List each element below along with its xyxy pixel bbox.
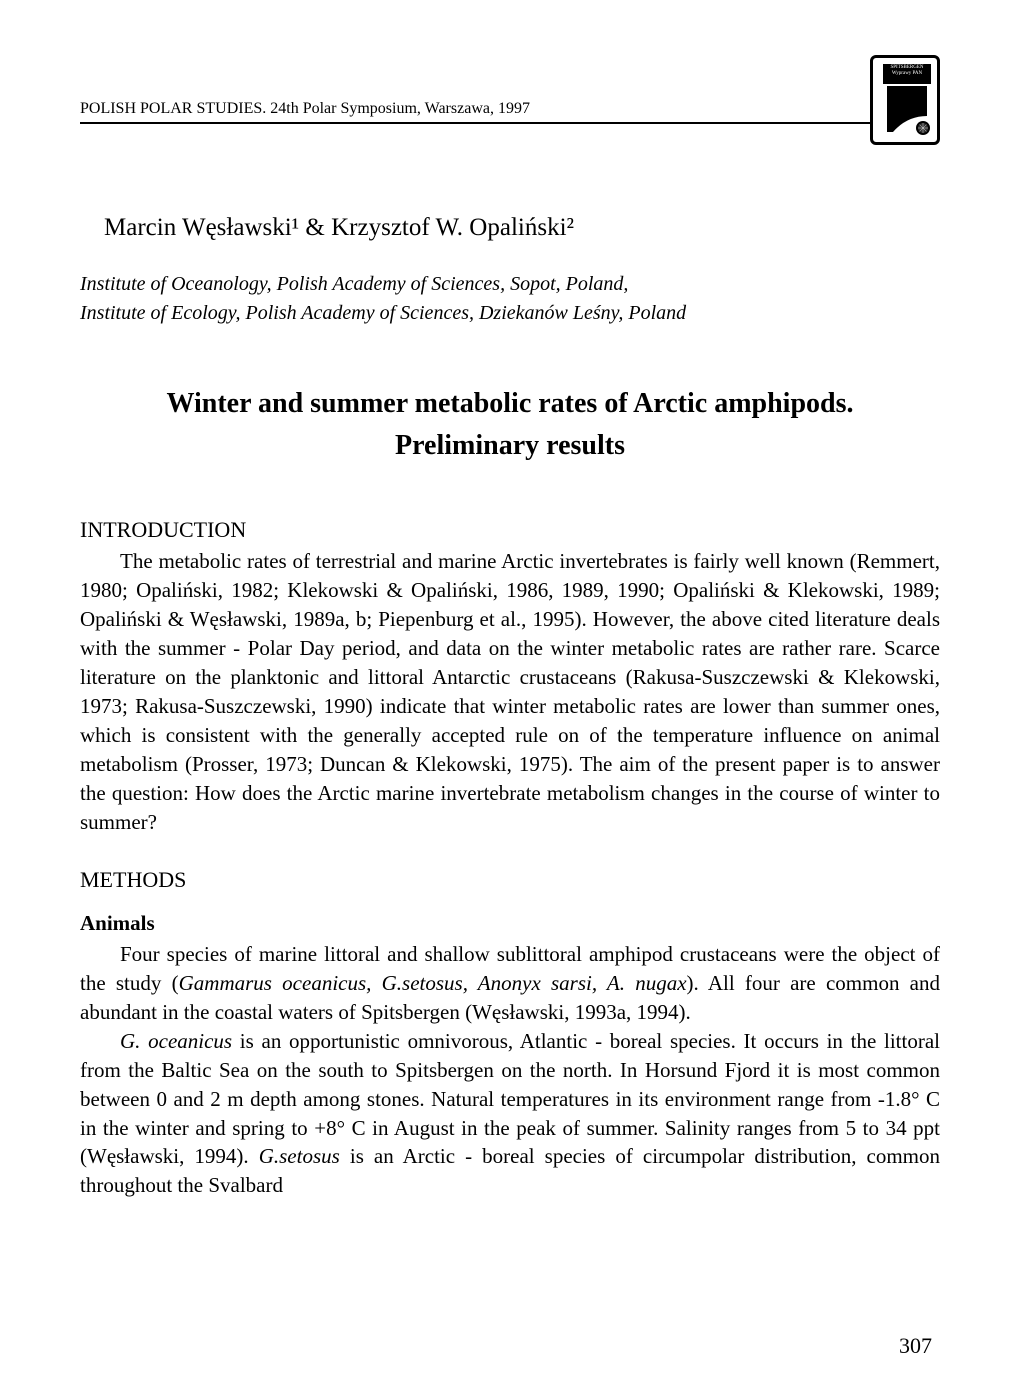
section-methods-heading: METHODS	[80, 867, 940, 893]
paper-title: Winter and summer metabolic rates of Arc…	[80, 383, 940, 467]
introduction-paragraph: The metabolic rates of terrestrial and m…	[80, 547, 940, 837]
journal-title: POLISH POLAR STUDIES. 24th Polar Symposi…	[80, 100, 530, 118]
title-line-1: Winter and summer metabolic rates of Arc…	[80, 383, 940, 425]
title-line-2: Preliminary results	[80, 425, 940, 467]
logo-badge: SPITSBERGEN Wyprawy PAN	[870, 55, 940, 145]
journal-header-bar: POLISH POLAR STUDIES. 24th Polar Symposi…	[80, 100, 940, 124]
animals-p2-species-2: G.setosus	[259, 1144, 340, 1168]
subsection-animals-heading: Animals	[80, 911, 940, 936]
animals-p1-species-list: Gammarus oceanicus, G.setosus, Anonyx sa…	[179, 971, 687, 995]
logo-label-text: SPITSBERGEN Wyprawy PAN	[885, 65, 929, 76]
logo-label-line1: SPITSBERGEN	[890, 65, 923, 70]
animals-p2-species-1: G. oceanicus	[120, 1029, 232, 1053]
logo-label-line2: Wyprawy PAN	[892, 71, 922, 76]
page-number: 307	[899, 1333, 932, 1359]
affiliations-block: Institute of Oceanology, Polish Academy …	[80, 270, 940, 328]
authors-line: Marcin Węsławski¹ & Krzysztof W. Opalińs…	[104, 214, 940, 242]
affiliation-2: Institute of Ecology, Polish Academy of …	[80, 299, 940, 328]
flag-icon	[879, 86, 935, 136]
animals-paragraph-1: Four species of marine littoral and shal…	[80, 940, 940, 1027]
animals-paragraph-2: G. oceanicus is an opportunistic omnivor…	[80, 1027, 940, 1201]
section-introduction-heading: INTRODUCTION	[80, 517, 940, 543]
affiliation-1: Institute of Oceanology, Polish Academy …	[80, 270, 940, 299]
